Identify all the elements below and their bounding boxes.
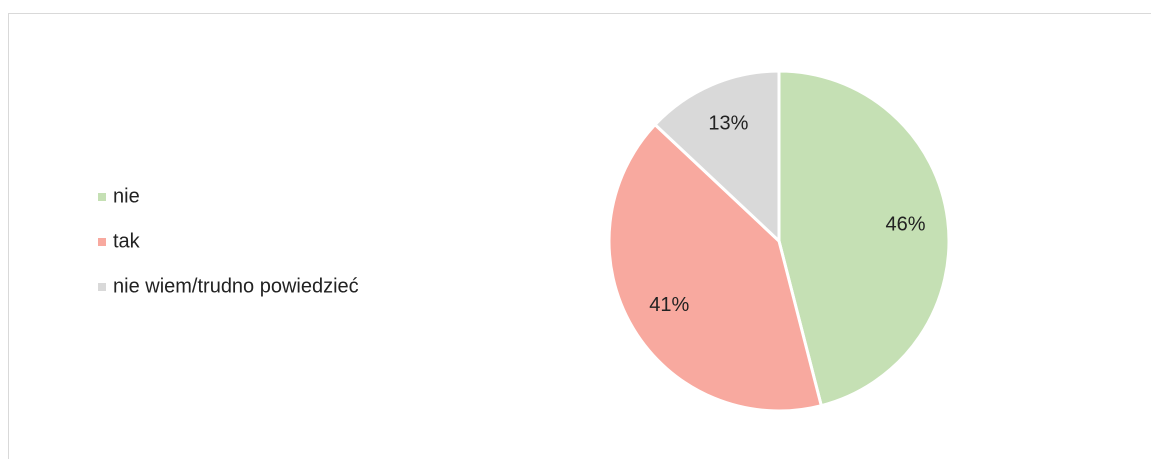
data-label: 13%	[708, 112, 748, 134]
legend-label: nie wiem/trudno powiedzieć	[113, 275, 359, 297]
data-label: 46%	[885, 213, 925, 235]
legend-swatch	[98, 283, 106, 291]
pie-slice	[607, 123, 823, 413]
legend-label: tak	[113, 230, 141, 252]
chart-frame	[8, 13, 1151, 459]
legend-label: nie	[113, 185, 140, 207]
legend-swatch	[98, 193, 106, 201]
pie-slice	[777, 69, 951, 408]
pie-slice	[653, 69, 781, 243]
legend-swatch	[98, 238, 106, 246]
data-label: 41%	[649, 294, 689, 316]
